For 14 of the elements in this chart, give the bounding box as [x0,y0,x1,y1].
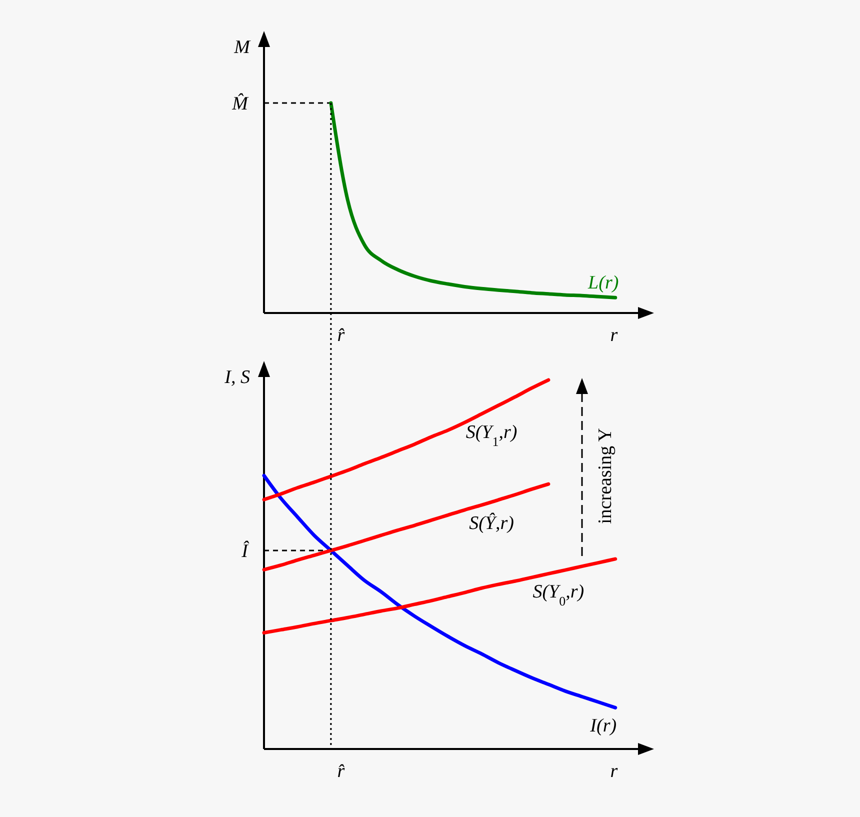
annotation: increasing Y [595,428,616,524]
text: r̂ [337,761,346,782]
text: r̂ [337,325,346,346]
y-axis-title: I, S [224,367,250,388]
series-label: S(Y$_{0}$,r) [532,582,584,608]
x-axis-title: r [610,761,618,782]
y-axis-title: M [233,37,252,58]
ref-line-label: M̂ [231,92,250,115]
x-axis-title: r [610,325,618,346]
series-label: L(r) [587,272,619,294]
ref-line-label: Î [240,540,250,562]
series-label: I(r) [589,716,617,737]
series-label: S(Ŷ,r) [469,512,514,534]
series-label: S(Y$_{1}$,r) [466,422,518,448]
